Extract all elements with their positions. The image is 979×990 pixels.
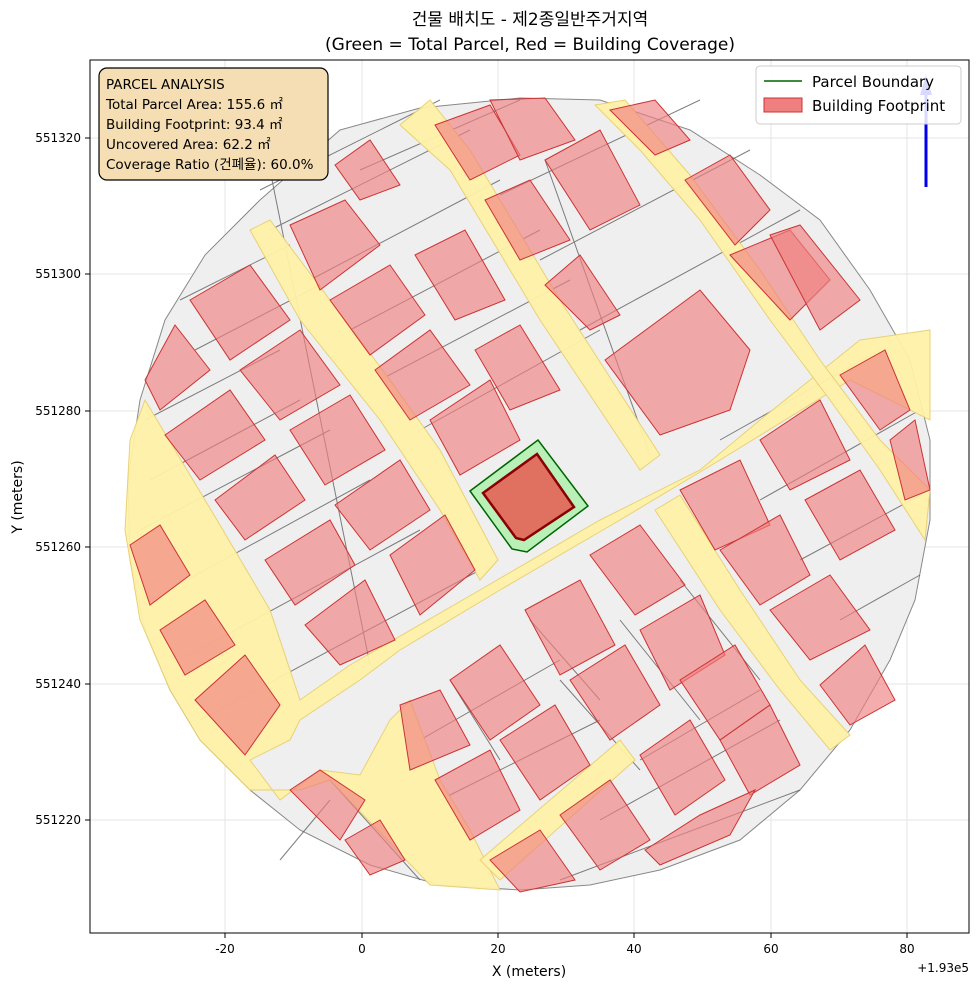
building-footprint — [159, 599, 236, 676]
y-tick-label: 551260 — [35, 540, 81, 554]
building-footprint — [189, 264, 291, 361]
legend: Parcel Boundary Building Footprint — [755, 65, 962, 125]
building-footprint — [759, 399, 851, 491]
info-coverage-ratio: Coverage Ratio (건폐율): 60.0% — [106, 157, 314, 173]
building-footprint — [334, 139, 401, 201]
building-footprint — [334, 459, 431, 551]
building-footprint — [144, 324, 211, 411]
y-tick-label: 551220 — [35, 813, 81, 827]
building-footprint — [194, 654, 281, 756]
info-uncovered-area: Uncovered Area: 62.2 ㎡ — [106, 137, 271, 153]
building-footprint — [804, 469, 896, 561]
building-footprint — [684, 154, 771, 246]
map-plot-area — [90, 60, 969, 933]
legend-building-swatch — [763, 97, 803, 113]
building-footprint — [164, 389, 266, 481]
building-footprint — [129, 524, 191, 606]
building-footprint — [289, 199, 381, 291]
building-footprint — [289, 769, 366, 841]
building-footprint — [769, 574, 871, 661]
road-southeast-diagonal — [654, 494, 851, 751]
y-tick-label: 551240 — [35, 677, 81, 691]
building-footprint — [239, 329, 341, 421]
building-footprint — [399, 689, 471, 771]
building-footprint — [524, 579, 616, 676]
building-footprint — [429, 379, 521, 476]
legend-building-label: Building Footprint — [812, 97, 945, 115]
x-tick-label: 40 — [626, 942, 641, 956]
building-footprint — [544, 129, 641, 231]
parcel-analysis-box: PARCEL ANALYSIS Total Parcel Area: 155.6… — [98, 67, 329, 181]
x-tick-label: 20 — [490, 942, 505, 956]
legend-parcel-label: Parcel Boundary — [812, 73, 934, 91]
map-title-line2: (Green = Total Parcel, Red = Building Co… — [325, 35, 735, 55]
x-axis-label: X (meters) — [492, 964, 566, 980]
building-footprint — [489, 97, 576, 161]
x-tick-label: -20 — [215, 942, 235, 956]
info-total-area: Total Parcel Area: 155.6 ㎡ — [105, 97, 283, 113]
x-tick-label: 60 — [763, 942, 778, 956]
y-tick-label: 551320 — [35, 131, 81, 145]
building-footprint — [604, 289, 751, 436]
building-footprint — [489, 829, 576, 893]
building-footprint — [499, 704, 591, 801]
building-footprint — [289, 394, 386, 486]
building-footprint — [544, 254, 621, 331]
x-tick-marks — [224, 933, 908, 938]
info-building-footprint: Building Footprint: 93.4 ㎡ — [106, 117, 283, 133]
building-footprints — [129, 97, 931, 893]
building-footprint — [719, 704, 801, 796]
x-tick-label: 80 — [899, 942, 914, 956]
road-north-diagonal-2 — [399, 99, 661, 471]
building-footprint — [344, 819, 406, 876]
x-tick-label: 0 — [358, 942, 366, 956]
building-footprint — [304, 579, 396, 666]
building-footprint — [484, 179, 571, 261]
building-footprint — [264, 519, 356, 606]
building-footprint — [329, 264, 426, 356]
building-footprint — [609, 99, 691, 156]
building-footprint — [434, 749, 521, 841]
building-footprint — [819, 644, 896, 726]
plot-frame — [89, 59, 970, 934]
y-tick-label: 551280 — [35, 404, 81, 418]
building-footprint — [474, 324, 561, 411]
building-footprint — [639, 719, 726, 816]
building-footprint — [569, 644, 661, 741]
building-footprint — [214, 454, 306, 541]
building-footprint — [589, 524, 686, 616]
map-title-line1: 건물 배치도 - 제2종일반주거지역 — [412, 10, 648, 30]
building-footprint — [839, 349, 911, 431]
target-building-footprint — [481, 452, 576, 542]
building-footprint — [644, 788, 757, 866]
building-footprint — [559, 779, 651, 871]
building-footprint — [449, 644, 541, 741]
building-footprint — [374, 329, 471, 421]
building-footprint — [769, 224, 861, 331]
y-tick-label: 551300 — [35, 267, 81, 281]
building-footprint — [889, 419, 931, 501]
y-axis-label: Y (meters) — [10, 460, 26, 534]
info-heading: PARCEL ANALYSIS — [106, 77, 225, 93]
building-footprint — [389, 514, 476, 616]
building-footprint — [414, 229, 506, 321]
x-offset-label: +1.93e5 — [917, 961, 969, 975]
building-footprint — [719, 514, 811, 606]
y-tick-marks — [85, 137, 90, 821]
road-network — [124, 99, 931, 891]
